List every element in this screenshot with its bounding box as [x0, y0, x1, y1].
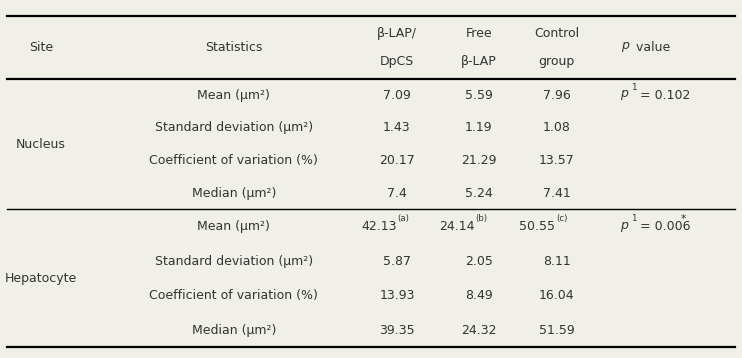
Text: Nucleus: Nucleus	[16, 137, 66, 151]
Text: value: value	[632, 41, 671, 54]
Text: $p$: $p$	[621, 40, 631, 54]
Text: 1: 1	[631, 214, 637, 223]
Text: DpCS: DpCS	[380, 54, 414, 68]
Text: 50.55: 50.55	[519, 220, 555, 233]
Text: Standard deviation (μm²): Standard deviation (μm²)	[154, 255, 313, 268]
Text: $p$: $p$	[620, 88, 629, 102]
Text: 24.14: 24.14	[439, 220, 475, 233]
Text: 20.17: 20.17	[379, 154, 415, 167]
Text: 39.35: 39.35	[379, 324, 415, 337]
Text: 13.57: 13.57	[539, 154, 574, 167]
Text: 13.93: 13.93	[379, 289, 415, 302]
Text: 7.4: 7.4	[387, 187, 407, 200]
Text: = 0.102: = 0.102	[636, 88, 690, 102]
Text: 1.43: 1.43	[383, 121, 411, 134]
Text: Control: Control	[534, 27, 579, 40]
Text: $p$: $p$	[620, 220, 629, 234]
Text: 16.04: 16.04	[539, 289, 574, 302]
Text: Mean (μm²): Mean (μm²)	[197, 220, 270, 233]
Text: 21.29: 21.29	[461, 154, 496, 167]
Text: 5.87: 5.87	[383, 255, 411, 268]
Text: Site: Site	[29, 41, 53, 54]
Text: Median (μm²): Median (μm²)	[191, 187, 276, 200]
Text: β-LAP/: β-LAP/	[377, 27, 417, 40]
Text: 2.05: 2.05	[464, 255, 493, 268]
Text: 5.59: 5.59	[464, 88, 493, 102]
Text: 1: 1	[631, 83, 637, 92]
Text: 8.11: 8.11	[542, 255, 571, 268]
Text: 7.41: 7.41	[542, 187, 571, 200]
Text: β-LAP: β-LAP	[461, 54, 496, 68]
Text: group: group	[539, 54, 574, 68]
Text: Coefficient of variation (%): Coefficient of variation (%)	[149, 154, 318, 167]
Text: 24.32: 24.32	[461, 324, 496, 337]
Text: *: *	[680, 214, 686, 224]
Text: 51.59: 51.59	[539, 324, 574, 337]
Text: 1.08: 1.08	[542, 121, 571, 134]
Text: 42.13: 42.13	[361, 220, 397, 233]
Text: Free: Free	[465, 27, 492, 40]
Text: = 0.006: = 0.006	[636, 220, 690, 233]
Text: 8.49: 8.49	[464, 289, 493, 302]
Text: 1.19: 1.19	[464, 121, 493, 134]
Text: Coefficient of variation (%): Coefficient of variation (%)	[149, 289, 318, 302]
Text: Hepatocyte: Hepatocyte	[4, 272, 77, 285]
Text: Standard deviation (μm²): Standard deviation (μm²)	[154, 121, 313, 134]
Text: (a): (a)	[398, 214, 410, 223]
Text: 5.24: 5.24	[464, 187, 493, 200]
Text: Statistics: Statistics	[205, 41, 263, 54]
Text: (b): (b)	[476, 214, 487, 223]
Text: 7.09: 7.09	[383, 88, 411, 102]
Text: Mean (μm²): Mean (μm²)	[197, 88, 270, 102]
Text: 7.96: 7.96	[542, 88, 571, 102]
Text: (c): (c)	[556, 214, 567, 223]
Text: Median (μm²): Median (μm²)	[191, 324, 276, 337]
